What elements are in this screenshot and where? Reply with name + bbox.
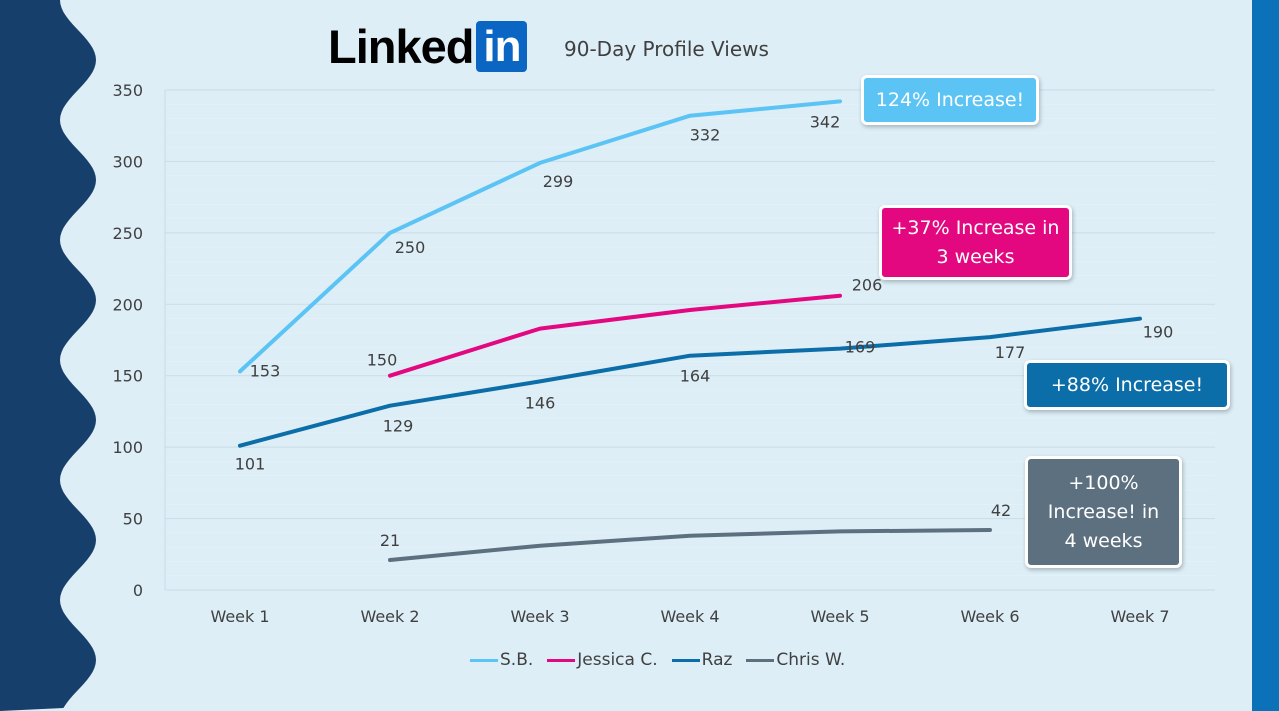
data-label: 206 xyxy=(852,276,883,295)
x-tick-label: Week 7 xyxy=(1110,607,1169,626)
x-tick-label: Week 6 xyxy=(960,607,1019,626)
data-label: 299 xyxy=(543,172,574,191)
data-label: 21 xyxy=(380,531,400,550)
data-label: 146 xyxy=(525,393,556,412)
y-tick-label: 50 xyxy=(123,510,143,529)
legend-swatch xyxy=(746,658,775,662)
series-line-chris-w xyxy=(388,528,992,562)
x-tick-label: Week 5 xyxy=(810,607,869,626)
series-line-raz xyxy=(238,316,1142,448)
left-wave-border xyxy=(0,0,96,711)
y-tick-label: 200 xyxy=(112,295,143,314)
y-tick-label: 0 xyxy=(133,581,143,600)
data-label: 164 xyxy=(680,367,711,386)
data-label: 177 xyxy=(995,343,1026,362)
callout-chris: +100% Increase! in 4 weeks xyxy=(1025,456,1182,568)
x-tick-label: Week 1 xyxy=(210,607,269,626)
legend-item: Raz xyxy=(671,650,733,670)
callout-jessica: +37% Increase in 3 weeks xyxy=(879,205,1072,280)
data-label: 129 xyxy=(383,417,414,436)
data-label: 190 xyxy=(1143,323,1174,342)
data-label: 42 xyxy=(991,501,1011,520)
series-line-s-b xyxy=(238,99,842,374)
x-tick-label: Week 2 xyxy=(360,607,419,626)
wave-shape xyxy=(0,0,96,711)
legend-label: Jessica C. xyxy=(577,650,658,670)
legend-label: Raz xyxy=(701,650,733,670)
data-label: 101 xyxy=(235,455,266,474)
logo-wordmark: Linked xyxy=(328,19,474,73)
linkedin-logo: Linked in xyxy=(328,19,528,73)
series-line-jessica-c xyxy=(388,293,842,378)
legend-item: S.B. xyxy=(470,650,533,670)
x-tick-label: Week 3 xyxy=(510,607,569,626)
legend-item: Jessica C. xyxy=(547,650,658,670)
y-tick-label: 300 xyxy=(112,152,143,171)
y-tick-label: 250 xyxy=(112,224,143,243)
data-label: 332 xyxy=(690,126,721,145)
data-label: 250 xyxy=(395,238,426,257)
chart-title: 90-Day Profile Views xyxy=(564,37,769,61)
data-label: 153 xyxy=(250,361,281,380)
y-tick-label: 350 xyxy=(112,81,143,100)
data-label: 169 xyxy=(845,338,876,357)
y-tick-label: 150 xyxy=(112,367,143,386)
legend-item: Chris W. xyxy=(746,650,845,670)
x-tick-label: Week 4 xyxy=(660,607,719,626)
legend-swatch xyxy=(547,658,576,662)
callout-sb: 124% Increase! xyxy=(861,75,1039,125)
data-label: 342 xyxy=(810,112,841,131)
y-tick-label: 100 xyxy=(112,438,143,457)
legend-label: S.B. xyxy=(500,650,534,670)
callout-raz: +88% Increase! xyxy=(1024,360,1230,410)
legend-swatch xyxy=(671,658,700,662)
legend-swatch xyxy=(470,658,498,662)
data-label: 150 xyxy=(367,351,398,370)
chart-legend: S.B. Jessica C. Raz Chris W. xyxy=(470,650,859,670)
right-border-bar xyxy=(1252,0,1279,711)
legend-label: Chris W. xyxy=(776,650,846,670)
logo-in-box: in xyxy=(476,20,528,72)
